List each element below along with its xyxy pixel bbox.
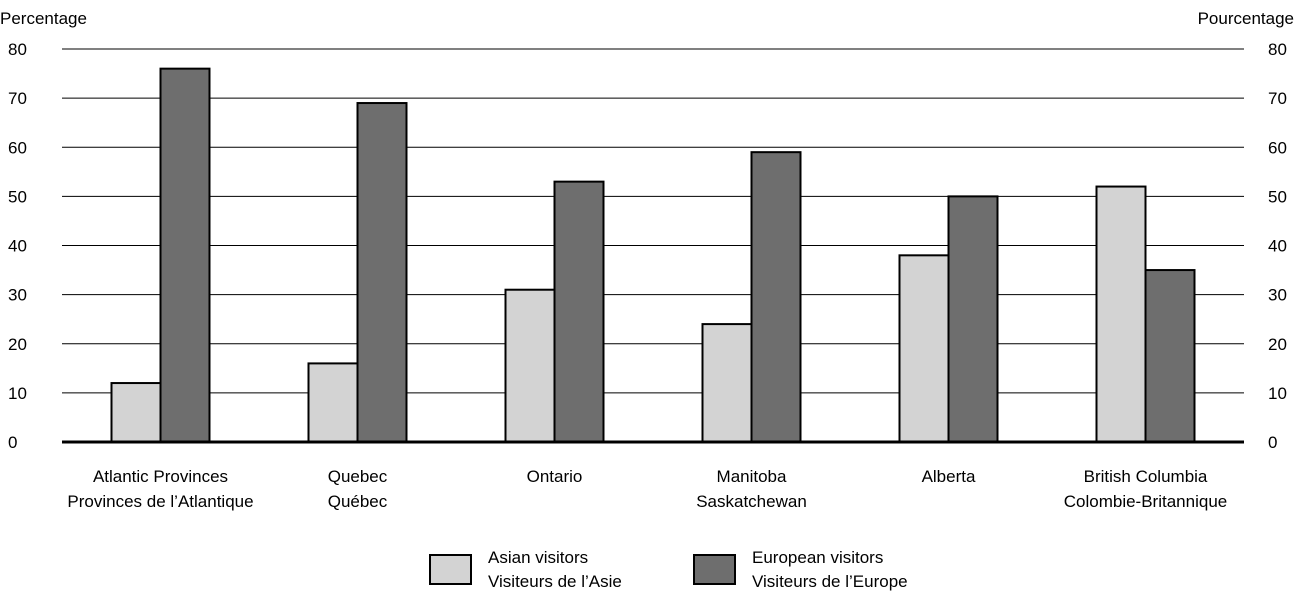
legend-swatch-asian (429, 554, 472, 585)
right-tick-label: 80 (1268, 40, 1287, 59)
category-label: Quebec (328, 467, 388, 486)
bar-european-3 (750, 151, 802, 443)
category-label: Manitoba (717, 467, 787, 486)
category-label-fr: Saskatchewan (696, 492, 807, 511)
legend-label-fr: Visiteurs de l’Europe (752, 572, 908, 591)
category-label-fr: Colombie-Britannique (1064, 492, 1227, 511)
bar-asian-1 (307, 362, 359, 443)
right-tick-label: 50 (1268, 187, 1287, 206)
bar-european-0 (159, 67, 211, 444)
left-tick-label: 70 (8, 89, 27, 108)
bar-asian-4 (898, 254, 950, 443)
left-tick-label: 50 (8, 187, 27, 206)
category-label-fr: Provinces de l’Atlantique (67, 492, 253, 511)
legend-swatch-european (693, 554, 736, 585)
category-label: Alberta (922, 467, 976, 486)
right-tick-label: 0 (1268, 433, 1277, 452)
bar-european-1 (356, 102, 408, 443)
right-axis-title: Pourcentage (1198, 9, 1294, 28)
bar-asian-3 (701, 323, 753, 444)
category-label: British Columbia (1084, 467, 1208, 486)
right-tick-label: 40 (1268, 237, 1287, 256)
left-tick-label: 0 (8, 433, 17, 452)
right-tick-labels: 0 10 20 30 40 50 60 70 80 (1268, 40, 1287, 452)
legend-label: Asian visitors (488, 548, 588, 567)
category-labels: Atlantic Provinces Provinces de l’Atlanti… (67, 467, 1227, 511)
right-tick-label: 30 (1268, 286, 1287, 305)
category-label-fr: Québec (328, 492, 388, 511)
right-tick-label: 60 (1268, 138, 1287, 157)
gridlines (62, 48, 1244, 394)
bar-asian-0 (110, 382, 162, 443)
left-axis-title: Percentage (0, 9, 87, 28)
left-tick-label: 40 (8, 237, 27, 256)
left-tick-label: 30 (8, 286, 27, 305)
legend-label: European visitors (752, 548, 883, 567)
category-label: Ontario (527, 467, 583, 486)
right-tick-label: 70 (1268, 89, 1287, 108)
left-tick-label: 60 (8, 138, 27, 157)
bars (110, 67, 1196, 444)
right-tick-label: 10 (1268, 384, 1287, 403)
right-tick-label: 20 (1268, 335, 1287, 354)
category-label: Atlantic Provinces (93, 467, 228, 486)
bar-european-2 (553, 180, 605, 443)
bar-asian-5 (1095, 185, 1147, 443)
bar-european-4 (947, 195, 999, 443)
bar-european-5 (1144, 269, 1196, 443)
left-tick-labels: 0 10 20 30 40 50 60 70 80 (8, 40, 27, 452)
left-tick-label: 80 (8, 40, 27, 59)
left-tick-label: 10 (8, 384, 27, 403)
bar-asian-2 (504, 288, 556, 443)
legend-label-fr: Visiteurs de l’Asie (488, 572, 622, 591)
legend: Asian visitors Visiteurs de l’Asie Europea… (429, 548, 908, 591)
left-tick-label: 20 (8, 335, 27, 354)
